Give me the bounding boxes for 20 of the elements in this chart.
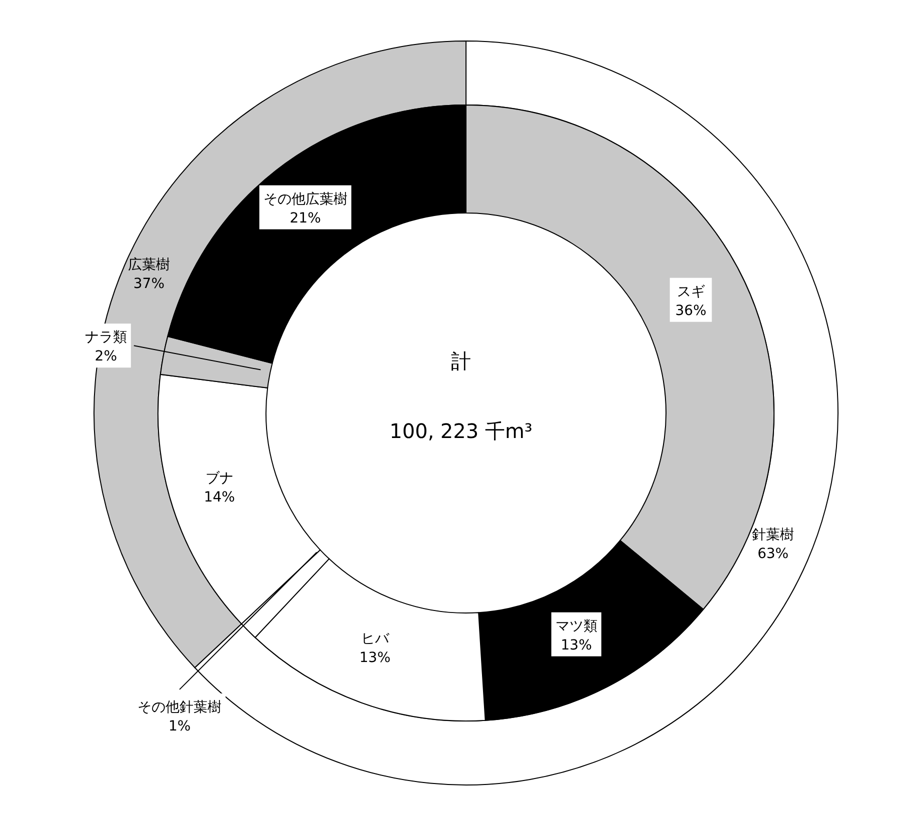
slice-label: マツ類 xyxy=(555,618,598,634)
data-label: 1% xyxy=(168,718,191,734)
slice-label: ヒバ xyxy=(360,630,390,647)
data-label: 36% xyxy=(675,302,706,319)
data-label: 13% xyxy=(359,650,391,666)
data-label: 63% xyxy=(757,546,789,562)
slice-label: ブナ xyxy=(205,470,234,486)
data-label: 14% xyxy=(204,489,235,506)
slice-label: 針葉樹 xyxy=(752,527,794,544)
slice-label: 広葉樹 xyxy=(128,256,170,273)
slice-label: その他針葉樹 xyxy=(138,699,222,716)
slice-label: その他広葉樹 xyxy=(263,191,348,208)
text: 計 xyxy=(451,349,471,373)
text: 100, 223 千m³ xyxy=(390,419,532,443)
data-label: 13% xyxy=(560,637,592,654)
data-label: 2% xyxy=(94,348,118,365)
slice-label: ナラ類 xyxy=(84,330,127,346)
data-label: 21% xyxy=(290,210,321,226)
data-label: 37% xyxy=(133,276,165,292)
slice-label: スギ xyxy=(676,284,705,300)
